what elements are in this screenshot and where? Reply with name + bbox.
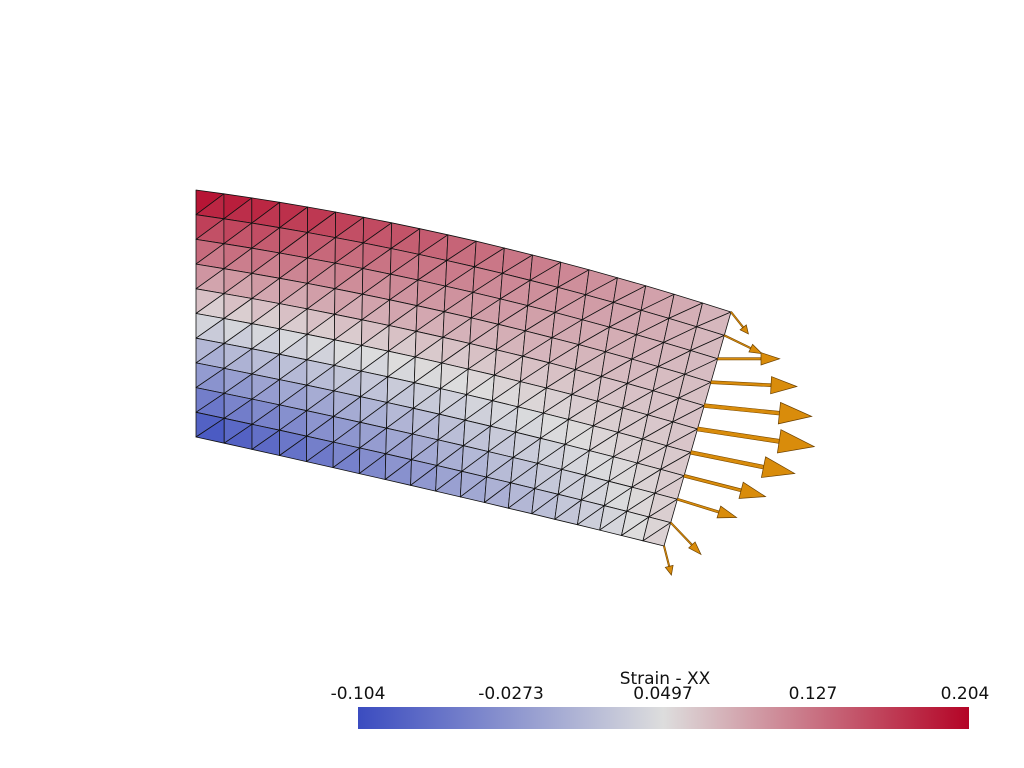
colorbar-title: Strain - XX: [619, 669, 711, 689]
colorbar-tick-max: 0.204: [940, 684, 990, 704]
load-arrow: [703, 401, 813, 425]
load-arrow: [723, 334, 764, 355]
load-arrow: [729, 311, 749, 335]
load-arrow: [683, 474, 767, 499]
colorbar-gradient: [358, 707, 969, 729]
triangle-mesh: [195, 189, 732, 547]
load-arrow: [662, 545, 674, 576]
mesh-cell: [642, 522, 672, 547]
load-arrows: [662, 311, 816, 576]
load-arrow: [696, 426, 816, 454]
colorbar-tick-4: 0.127: [788, 684, 838, 704]
load-arrow: [669, 521, 702, 556]
load-arrow: [690, 450, 796, 478]
colorbar-tick-3: 0.0497: [633, 684, 693, 704]
colorbar-tick-min: -0.104: [330, 684, 386, 704]
load-arrow: [676, 497, 738, 519]
colorbar-tick-2: -0.0273: [478, 684, 544, 704]
load-arrow: [717, 352, 781, 366]
load-arrow: [710, 376, 798, 395]
